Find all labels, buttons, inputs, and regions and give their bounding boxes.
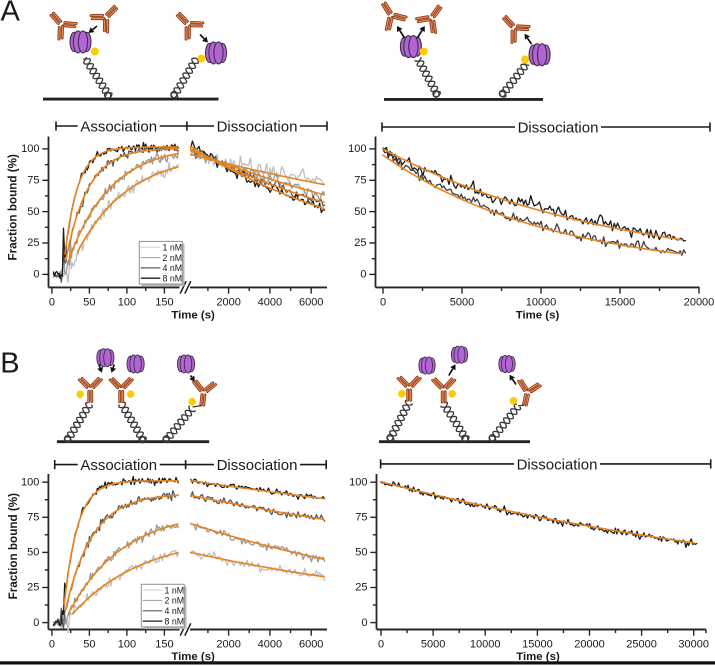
svg-text:75: 75 (355, 512, 367, 524)
svg-text:75: 75 (27, 175, 39, 187)
svg-text:25: 25 (355, 582, 367, 594)
svg-text:0: 0 (378, 639, 384, 651)
svg-text:Dissociation: Dissociation (517, 456, 598, 473)
svg-text:50: 50 (83, 639, 95, 651)
svg-text:25: 25 (27, 237, 39, 249)
svg-text:Time (s): Time (s) (171, 309, 215, 321)
svg-text:Dissociation: Dissociation (518, 119, 599, 136)
svg-text:4 nM: 4 nM (165, 606, 185, 616)
svg-text:4 nM: 4 nM (163, 263, 183, 273)
svg-text:4000: 4000 (258, 296, 282, 308)
svg-text:5000: 5000 (450, 296, 474, 308)
svg-text:100: 100 (348, 143, 366, 155)
svg-text:0: 0 (361, 617, 367, 629)
svg-text:15000: 15000 (605, 296, 636, 308)
svg-text:20000: 20000 (574, 639, 605, 651)
svg-text:10000: 10000 (526, 296, 557, 308)
svg-text:Dissociation: Dissociation (217, 118, 298, 135)
svg-text:75: 75 (354, 175, 366, 187)
svg-text:8 nM: 8 nM (163, 273, 183, 283)
svg-text:100: 100 (21, 476, 39, 488)
svg-text:25000: 25000 (626, 639, 657, 651)
svg-text:0: 0 (33, 617, 39, 629)
svg-text:100: 100 (118, 639, 136, 651)
svg-text:6000: 6000 (299, 296, 323, 308)
svg-text:0: 0 (33, 269, 39, 281)
svg-text:Fraction bound (%): Fraction bound (%) (7, 493, 20, 600)
svg-text:1 nM: 1 nM (165, 585, 185, 595)
svg-text:5000: 5000 (421, 639, 445, 651)
svg-text:4000: 4000 (258, 639, 282, 651)
svg-text:25: 25 (354, 237, 366, 249)
svg-text:0: 0 (49, 639, 55, 651)
svg-text:50: 50 (355, 547, 367, 559)
svg-text:100: 100 (21, 143, 39, 155)
svg-text:2 nM: 2 nM (165, 596, 185, 606)
svg-text:Time (s): Time (s) (171, 651, 215, 663)
svg-text:10000: 10000 (470, 639, 501, 651)
svg-text:2000: 2000 (216, 296, 240, 308)
svg-text:100: 100 (349, 476, 367, 488)
svg-text:A: A (1, 0, 21, 28)
svg-text:75: 75 (27, 512, 39, 524)
svg-text:50: 50 (83, 296, 95, 308)
svg-text:B: B (0, 348, 19, 380)
svg-text:100: 100 (118, 296, 136, 308)
svg-text:0: 0 (380, 296, 386, 308)
svg-text:50: 50 (27, 547, 39, 559)
svg-text:15000: 15000 (522, 639, 553, 651)
svg-text:20000: 20000 (684, 296, 715, 308)
svg-text:0: 0 (360, 269, 366, 281)
svg-text:8 nM: 8 nM (165, 616, 185, 626)
svg-text:1 nM: 1 nM (163, 242, 183, 252)
svg-text:2 nM: 2 nM (163, 253, 183, 263)
svg-text:30000: 30000 (678, 639, 709, 651)
svg-text:Association: Association (80, 118, 157, 135)
svg-text:Association: Association (80, 457, 157, 474)
svg-text:Time (s): Time (s) (516, 309, 560, 321)
svg-text:6000: 6000 (299, 639, 323, 651)
svg-text:25: 25 (27, 582, 39, 594)
svg-text:Dissociation: Dissociation (217, 457, 298, 474)
svg-text:2000: 2000 (216, 639, 240, 651)
svg-text:150: 150 (155, 296, 173, 308)
svg-text:0: 0 (49, 296, 55, 308)
svg-text:50: 50 (354, 206, 366, 218)
svg-text:150: 150 (155, 639, 173, 651)
svg-text:Time (s): Time (s) (516, 651, 560, 663)
svg-text:50: 50 (27, 206, 39, 218)
svg-text:Fraction bound (%): Fraction bound (%) (7, 154, 20, 261)
